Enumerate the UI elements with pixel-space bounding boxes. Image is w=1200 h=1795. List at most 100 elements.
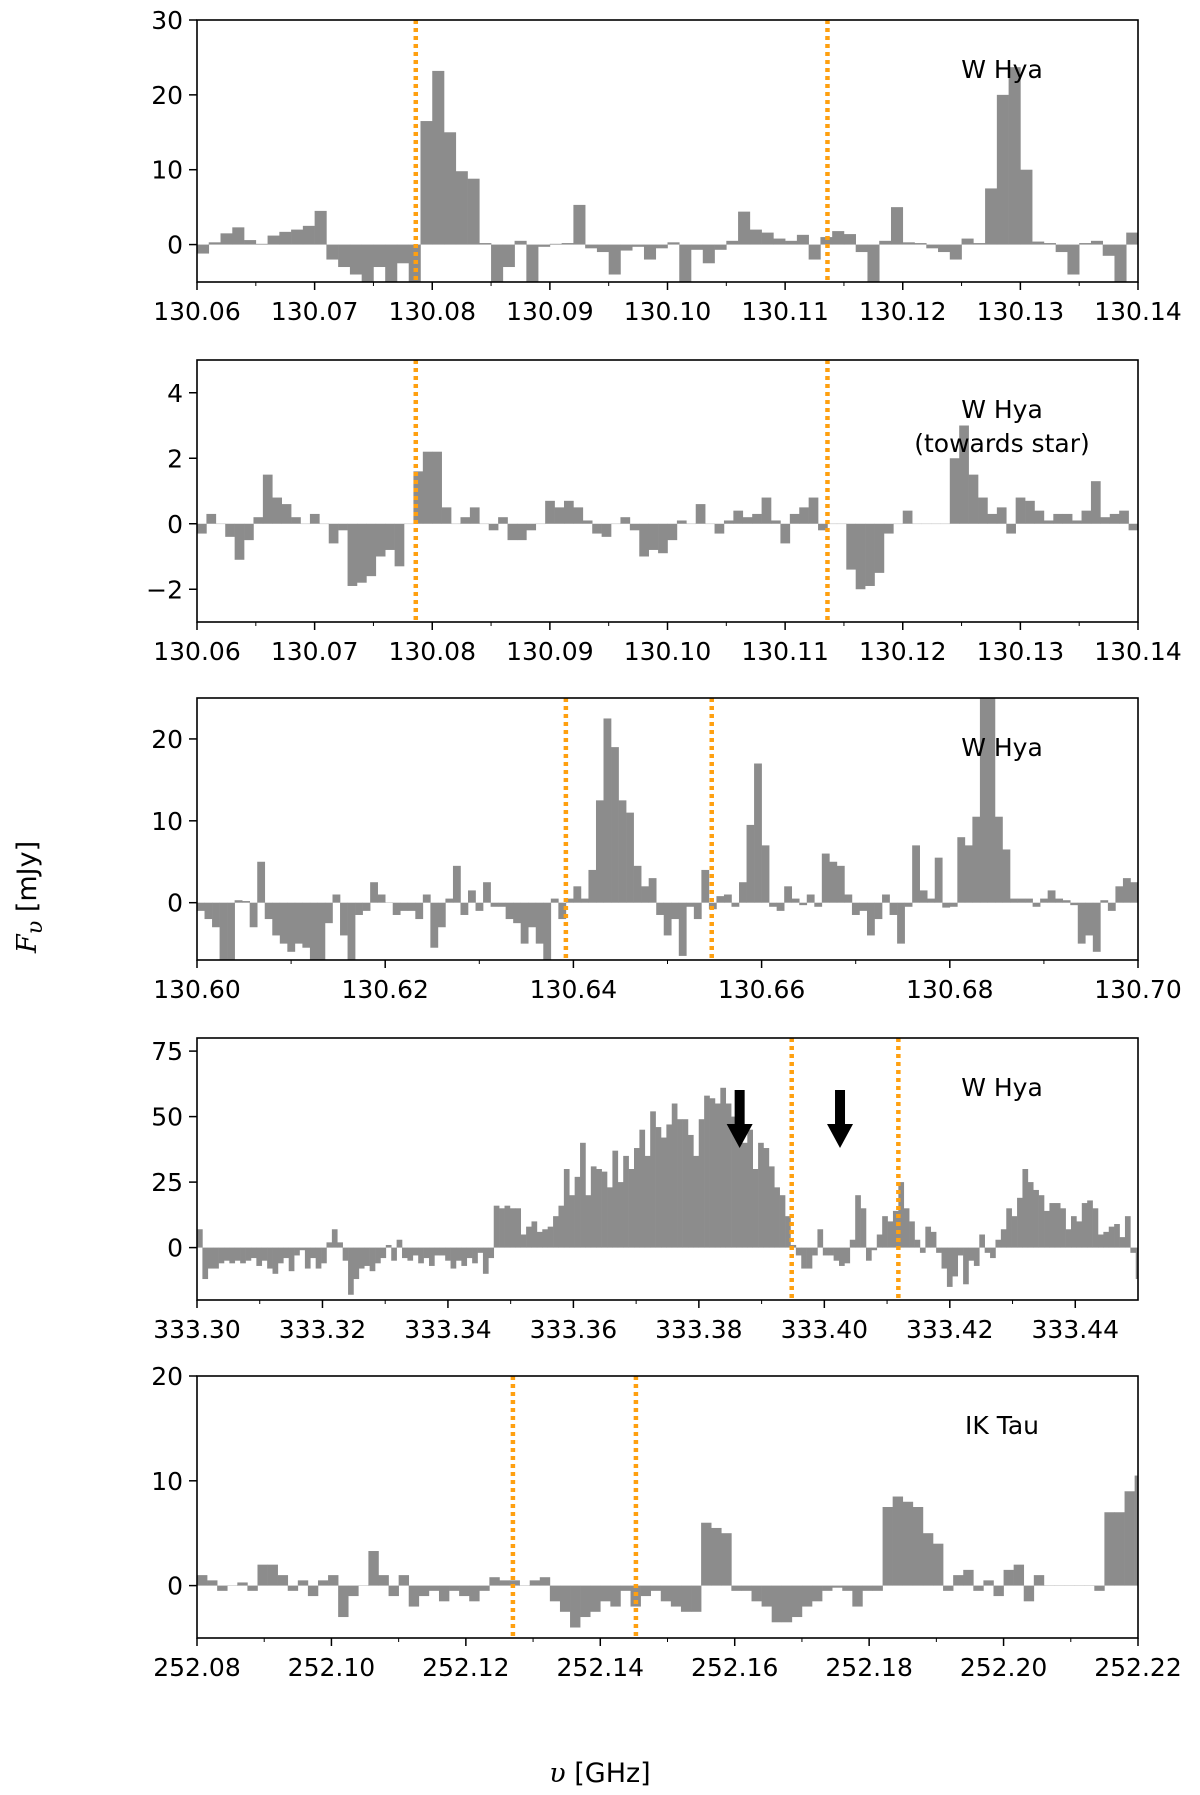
bar bbox=[385, 523, 395, 550]
bar bbox=[459, 1585, 470, 1597]
bar bbox=[526, 523, 537, 531]
bar bbox=[488, 1247, 495, 1259]
bar bbox=[307, 1585, 319, 1597]
bar bbox=[418, 1585, 430, 1597]
bar bbox=[1119, 1237, 1126, 1248]
y-tick-label: 25 bbox=[151, 1168, 183, 1197]
bar bbox=[846, 523, 856, 570]
x-tick-label: 252.08 bbox=[153, 1653, 240, 1682]
bar bbox=[1062, 513, 1073, 524]
bar bbox=[844, 1247, 851, 1264]
bar bbox=[1124, 1491, 1135, 1586]
bar bbox=[930, 1231, 937, 1248]
bar bbox=[428, 1247, 435, 1266]
bar bbox=[396, 244, 410, 264]
bar bbox=[618, 800, 627, 903]
bar bbox=[255, 243, 268, 245]
bar bbox=[926, 244, 939, 249]
bar bbox=[240, 1247, 246, 1264]
bar bbox=[761, 497, 772, 524]
bar bbox=[321, 1247, 327, 1264]
bar bbox=[499, 1580, 510, 1586]
bar bbox=[479, 243, 492, 245]
bar bbox=[655, 244, 668, 249]
bar bbox=[287, 902, 296, 952]
bar bbox=[1020, 169, 1033, 245]
bar bbox=[592, 523, 602, 534]
bar bbox=[882, 894, 890, 903]
bar bbox=[695, 504, 706, 524]
bars bbox=[197, 1087, 1138, 1295]
bar bbox=[996, 507, 1007, 524]
bar bbox=[375, 1247, 381, 1264]
bar bbox=[644, 1155, 651, 1248]
bar bbox=[288, 1247, 295, 1272]
bar bbox=[234, 523, 245, 560]
bar bbox=[1090, 240, 1104, 245]
bar bbox=[291, 229, 304, 245]
x-axis-label: υ [GHz] bbox=[0, 1758, 1200, 1789]
bar bbox=[628, 1169, 635, 1248]
bar bbox=[545, 500, 555, 524]
bar bbox=[639, 1129, 646, 1248]
panel-1: 130.06 130.07 130.08 130.09 130.10 130.11 130.… bbox=[151, 6, 1182, 326]
bar bbox=[1085, 902, 1094, 936]
bar bbox=[957, 837, 966, 903]
bar bbox=[1047, 890, 1056, 903]
bar bbox=[349, 244, 362, 275]
bar bbox=[941, 1247, 948, 1269]
bar bbox=[218, 1247, 225, 1264]
bar bbox=[912, 1507, 924, 1586]
bar bbox=[375, 523, 386, 557]
x-tick-label: 130.68 bbox=[906, 975, 993, 1004]
panel-label: W Hya bbox=[961, 1073, 1043, 1102]
bar bbox=[558, 902, 567, 920]
bar bbox=[1108, 1226, 1115, 1248]
bar bbox=[741, 1142, 748, 1248]
bar bbox=[796, 234, 809, 245]
bar bbox=[812, 1247, 818, 1256]
bar bbox=[304, 1247, 311, 1269]
bar bbox=[879, 240, 892, 245]
bar bbox=[413, 471, 424, 524]
x-tick-label: 130.66 bbox=[718, 975, 805, 1004]
bar bbox=[752, 513, 762, 524]
y-axis-subscript: υ bbox=[22, 920, 49, 935]
bar bbox=[373, 244, 386, 268]
bar bbox=[780, 523, 791, 544]
y-axis-unit: [mJy] bbox=[11, 840, 43, 921]
bar bbox=[983, 1580, 994, 1586]
bar bbox=[904, 902, 913, 907]
bar bbox=[570, 1585, 581, 1628]
bar bbox=[368, 1551, 379, 1586]
bar bbox=[720, 1087, 727, 1248]
bar bbox=[202, 1247, 209, 1280]
bar bbox=[612, 1150, 619, 1248]
bar bbox=[1043, 520, 1054, 524]
bar bbox=[723, 520, 734, 524]
bar bbox=[1038, 1195, 1045, 1248]
bar bbox=[207, 1580, 218, 1586]
x-tick-label: 130.13 bbox=[977, 297, 1064, 326]
x-tick-label: 130.10 bbox=[624, 637, 711, 666]
bar bbox=[953, 1575, 964, 1586]
bar bbox=[461, 1247, 468, 1266]
bar bbox=[595, 800, 604, 903]
bar bbox=[348, 1585, 359, 1597]
bar bbox=[949, 458, 960, 524]
bar bbox=[317, 902, 326, 960]
bar bbox=[936, 1247, 942, 1253]
bar bbox=[302, 902, 311, 948]
bar bbox=[773, 238, 786, 245]
bar bbox=[213, 1247, 219, 1269]
bar bbox=[515, 1208, 522, 1248]
plot-frame bbox=[196, 1037, 1139, 1301]
bar bbox=[876, 1234, 883, 1248]
bars bbox=[197, 425, 1138, 590]
bar bbox=[227, 902, 235, 960]
bar bbox=[407, 1247, 414, 1261]
bar bbox=[402, 1247, 408, 1259]
bar bbox=[754, 763, 762, 903]
bar bbox=[806, 894, 815, 903]
bar bbox=[600, 1585, 611, 1602]
